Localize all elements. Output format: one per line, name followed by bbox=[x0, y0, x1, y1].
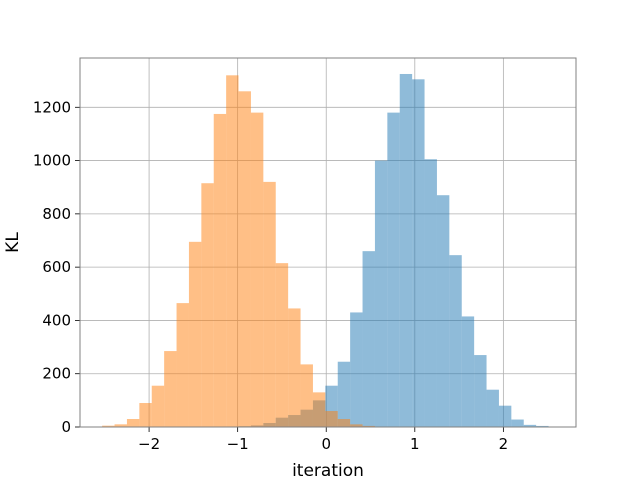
histogram-bar-series-2 bbox=[176, 303, 189, 427]
histogram-bar-series-2 bbox=[263, 181, 276, 427]
histogram-bar-series-2 bbox=[288, 308, 301, 427]
histogram-bar-series-1 bbox=[474, 355, 487, 427]
histogram-bar-series-1 bbox=[536, 425, 549, 427]
histogram-bar-series-1 bbox=[486, 389, 499, 427]
y-tick-label: 1200 bbox=[33, 98, 71, 116]
y-tick-label: 0 bbox=[61, 418, 71, 436]
histogram-bar-series-2 bbox=[126, 419, 140, 427]
histogram-bar-series-2 bbox=[139, 403, 152, 427]
histogram-bar-series-1 bbox=[498, 405, 512, 427]
x-axis-label: iteration bbox=[292, 461, 364, 480]
x-tick-label: −2 bbox=[138, 435, 160, 453]
histogram-bar-series-2 bbox=[312, 392, 326, 427]
histogram-bar-series-1 bbox=[523, 424, 537, 427]
x-tick-label: 2 bbox=[499, 435, 509, 453]
histogram-bar-series-2 bbox=[164, 351, 177, 427]
histogram-bar-series-1 bbox=[350, 312, 363, 427]
histogram-bar-series-2 bbox=[201, 183, 214, 427]
histogram-bar-series-2 bbox=[213, 113, 227, 427]
histogram-bar-series-2 bbox=[114, 424, 127, 427]
histogram-bar-series-2 bbox=[325, 411, 338, 427]
histogram-bar-series-2 bbox=[238, 91, 251, 427]
x-tick-label: 0 bbox=[321, 435, 331, 453]
histogram-bar-series-1 bbox=[424, 159, 437, 427]
y-tick-label: 200 bbox=[42, 365, 71, 383]
x-tick-label: −1 bbox=[227, 435, 249, 453]
y-axis-label: KL bbox=[3, 232, 23, 253]
histogram-bar-series-2 bbox=[188, 241, 202, 427]
histogram-bar-series-2 bbox=[102, 425, 115, 427]
histogram-bar-series-2 bbox=[151, 385, 165, 427]
histogram-bar-series-1 bbox=[374, 160, 388, 427]
y-tick-label: 400 bbox=[42, 311, 71, 329]
histogram-bar-series-2 bbox=[337, 419, 351, 427]
histogram-bar-series-1 bbox=[511, 419, 524, 427]
histogram-bar-series-1 bbox=[412, 79, 425, 427]
histogram-bar-series-1 bbox=[337, 361, 351, 427]
y-tick-label: 600 bbox=[42, 258, 71, 276]
histogram-bar-series-2 bbox=[250, 112, 264, 428]
histogram-bar-series-2 bbox=[300, 364, 313, 427]
histogram-bar-series-1 bbox=[399, 73, 413, 427]
histogram-bar-series-1 bbox=[461, 316, 475, 427]
histogram-bar-series-2 bbox=[275, 263, 289, 427]
histogram-bar-series-1 bbox=[449, 255, 462, 427]
histogram-bar-series-1 bbox=[436, 195, 450, 427]
histogram-bar-series-2 bbox=[350, 424, 363, 427]
y-tick-label: 1000 bbox=[33, 152, 71, 170]
histogram-bar-series-2 bbox=[226, 75, 239, 427]
y-tick-label: 800 bbox=[42, 205, 71, 223]
axis-ticks: −2 −1 0 1 2 0 200 400 600 800 1000 1200 bbox=[33, 98, 508, 453]
histogram-bar-series-2 bbox=[362, 425, 375, 427]
histogram-bar-series-1 bbox=[362, 251, 375, 427]
x-tick-label: 1 bbox=[410, 435, 420, 453]
histogram-bar-series-1 bbox=[387, 112, 400, 428]
histogram-bars bbox=[102, 73, 549, 428]
plot-frame bbox=[79, 57, 577, 428]
